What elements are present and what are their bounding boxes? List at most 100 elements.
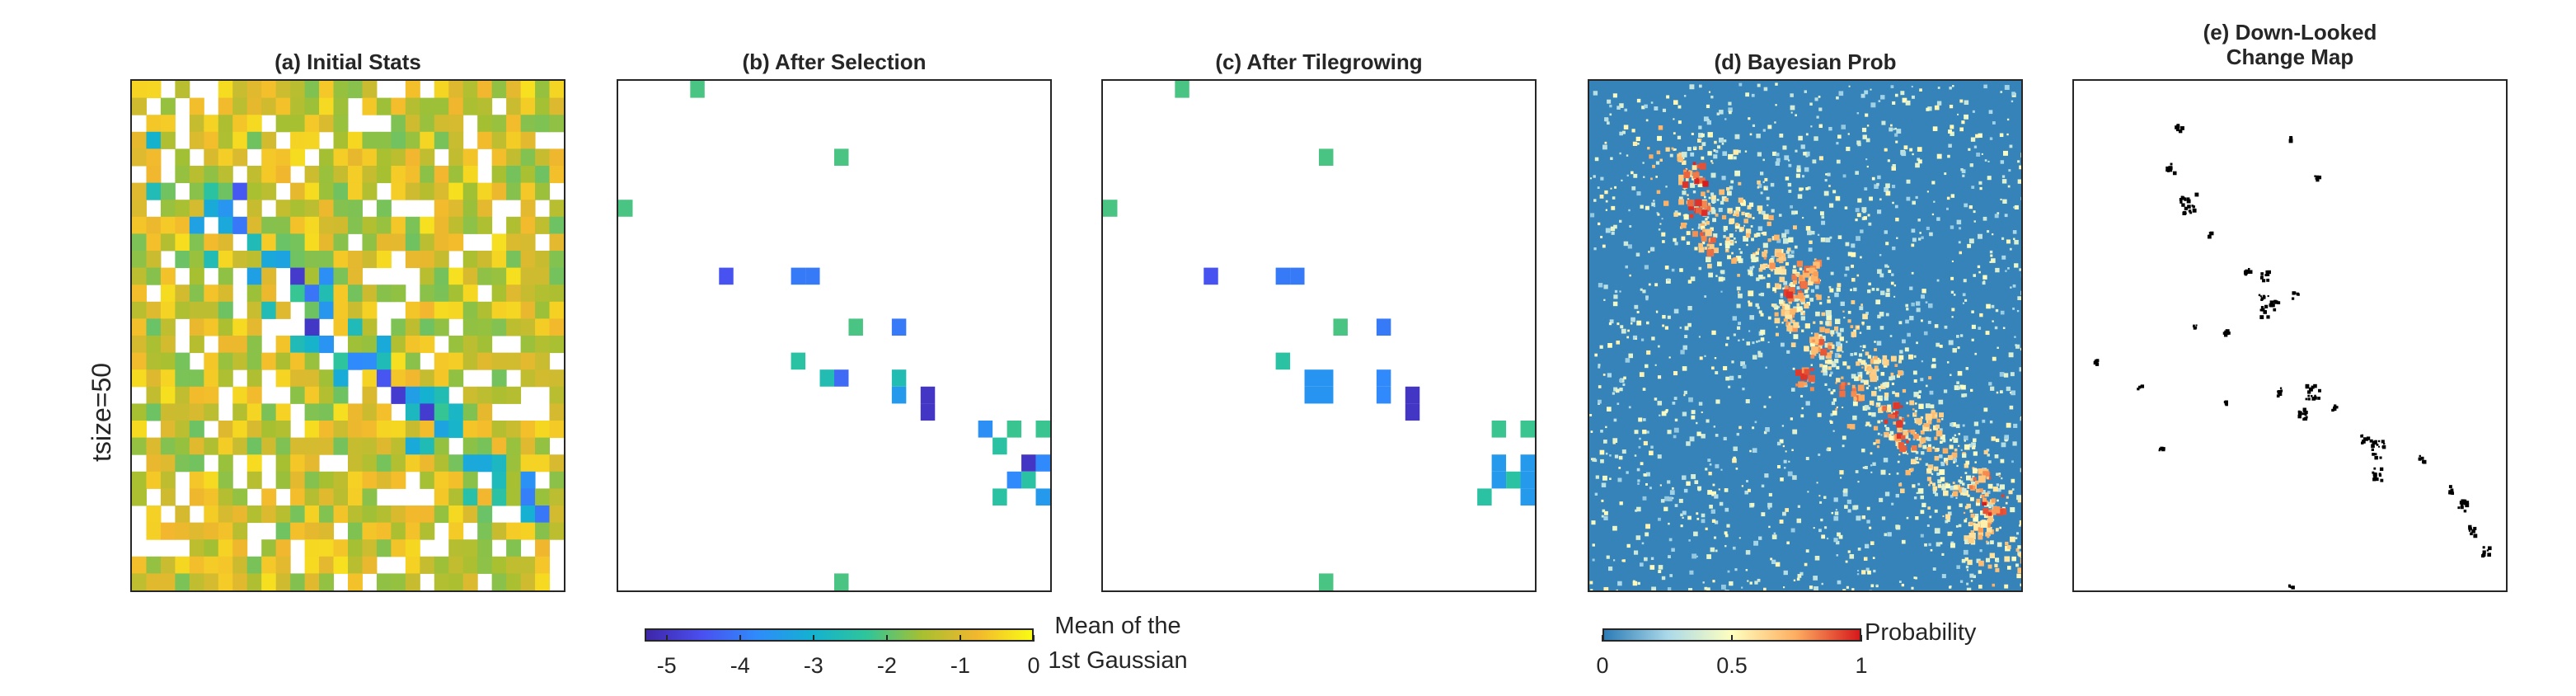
prob-speckle xyxy=(1674,504,1678,507)
tile-cell xyxy=(218,97,233,115)
prob-band-speckle xyxy=(1873,442,1876,445)
prob-speckle xyxy=(1818,453,1821,456)
prob-speckle xyxy=(1847,133,1850,135)
prob-band-speckle xyxy=(1837,346,1842,352)
tile-cell xyxy=(333,437,349,455)
prob-speckle xyxy=(1978,233,1982,239)
prob-speckle xyxy=(1787,471,1793,477)
prob-speckle xyxy=(1819,501,1823,504)
prob-band-speckle xyxy=(1681,152,1687,158)
prob-speckle xyxy=(1959,227,1962,230)
prob-speckle xyxy=(1604,190,1608,195)
prob-speckle xyxy=(1699,356,1703,360)
change-pixel xyxy=(2175,125,2179,129)
prob-speckle xyxy=(1718,208,1723,213)
prob-speckle xyxy=(1953,458,1958,463)
prob-speckle xyxy=(1958,432,1961,435)
tile-cell xyxy=(261,97,277,115)
prob-speckle xyxy=(1757,226,1763,231)
change-pixel xyxy=(2363,438,2366,440)
tile-cell xyxy=(491,301,507,319)
prob-speckle xyxy=(1970,496,1974,501)
prob-hotspot xyxy=(1810,274,1818,282)
prob-band-speckle xyxy=(1650,177,1653,181)
change-pixel xyxy=(2372,477,2377,481)
prob-speckle xyxy=(1621,449,1626,454)
prob-band-speckle xyxy=(1738,293,1743,299)
prob-band-speckle xyxy=(1945,514,1951,520)
prob-speckle xyxy=(2009,247,2012,251)
tile-cell xyxy=(319,471,335,489)
tile-cell xyxy=(362,166,378,184)
prob-band-speckle xyxy=(1999,526,2001,529)
prob-speckle xyxy=(1798,281,1801,284)
prob-band-speckle xyxy=(1779,276,1785,283)
tile-cell xyxy=(391,131,406,149)
prob-band-speckle xyxy=(1907,414,1910,417)
tile-cell xyxy=(261,216,277,234)
prob-speckle xyxy=(1992,320,1994,322)
prob-speckle xyxy=(1926,226,1930,230)
prob-band-speckle xyxy=(1862,313,1868,320)
prob-speckle xyxy=(1796,286,1800,290)
prob-band-speckle xyxy=(1710,198,1716,204)
prob-speckle xyxy=(1646,350,1651,355)
tile-cell xyxy=(204,539,219,557)
prob-speckle xyxy=(1842,589,1846,590)
prob-speckle xyxy=(1597,186,1600,190)
change-pixel xyxy=(2267,294,2269,298)
prob-band-speckle xyxy=(1904,435,1909,440)
prob-speckle xyxy=(1703,116,1709,122)
prob-speckle xyxy=(1770,182,1775,187)
tile-cell xyxy=(319,81,335,99)
prob-background xyxy=(1589,81,2021,590)
prob-speckle xyxy=(1876,368,1879,372)
tile-cell xyxy=(462,336,478,354)
prob-speckle xyxy=(1715,463,1720,468)
prob-band-speckle xyxy=(1891,411,1893,414)
prob-speckle xyxy=(1974,352,1978,355)
prob-speckle xyxy=(1957,346,1960,350)
prob-speckle xyxy=(1997,542,2002,548)
prob-speckle xyxy=(1746,341,1751,346)
prob-hotspot xyxy=(1795,369,1802,376)
prob-hotspot xyxy=(1927,420,1932,425)
tile-cell xyxy=(261,131,277,149)
change-pixel xyxy=(2460,506,2464,510)
prob-band-speckle xyxy=(1745,212,1750,218)
tile-cell xyxy=(405,506,420,524)
tile-cell xyxy=(434,81,449,99)
tile-cell xyxy=(160,522,176,540)
prob-speckle xyxy=(1807,186,1811,190)
prob-speckle xyxy=(1851,278,1856,282)
tile-cell xyxy=(275,573,291,590)
change-pixel xyxy=(2333,407,2337,411)
prob-band-speckle xyxy=(1963,490,1969,496)
prob-band-speckle xyxy=(1842,310,1845,313)
tile-cell xyxy=(261,285,277,303)
tile-cell xyxy=(132,437,147,455)
prob-speckle xyxy=(1857,372,1860,375)
prob-speckle xyxy=(1952,436,1955,440)
prob-speckle xyxy=(1614,186,1617,189)
prob-band-speckle xyxy=(1956,464,1959,468)
prob-hotspot xyxy=(1818,339,1825,346)
prob-speckle xyxy=(1775,104,1777,106)
prob-hotspot xyxy=(1858,394,1865,402)
prob-speckle xyxy=(1609,319,1614,324)
prob-hotspot xyxy=(1705,229,1712,237)
tile-cell xyxy=(189,318,204,336)
prob-hotspot xyxy=(1793,322,1799,328)
prob-speckle xyxy=(1857,481,1860,483)
prob-speckle xyxy=(1884,264,1889,268)
prob-speckle xyxy=(1807,230,1812,236)
prob-speckle xyxy=(1942,439,1946,443)
panel-title-a: (a) Initial Stats xyxy=(274,49,421,74)
prob-speckle xyxy=(1779,439,1784,444)
prob-speckle xyxy=(1602,244,1606,248)
prob-band-speckle xyxy=(1772,303,1777,308)
prob-hotspot xyxy=(1792,280,1797,285)
panel-c-after-tilegrowing xyxy=(1101,79,1537,592)
prob-speckle xyxy=(1844,206,1848,209)
prob-speckle xyxy=(1682,411,1687,416)
